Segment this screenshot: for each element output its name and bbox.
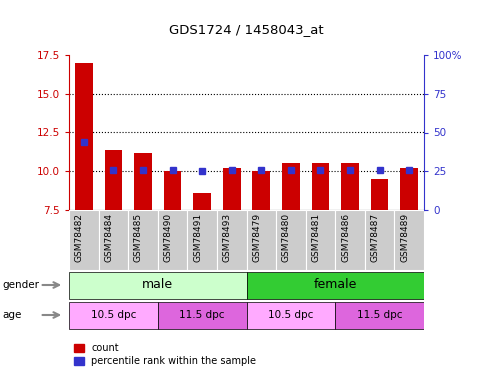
Bar <box>158 302 246 328</box>
Text: GSM78487: GSM78487 <box>371 213 380 262</box>
Bar <box>69 272 246 298</box>
Text: 11.5 dpc: 11.5 dpc <box>179 310 225 320</box>
Bar <box>75 63 93 210</box>
Bar <box>128 210 158 270</box>
Bar <box>252 171 270 210</box>
Bar <box>365 210 394 270</box>
Bar <box>335 302 424 328</box>
Text: 10.5 dpc: 10.5 dpc <box>268 310 314 320</box>
Text: GSM78493: GSM78493 <box>223 213 232 262</box>
Bar <box>394 210 424 270</box>
Bar <box>312 164 329 210</box>
Text: GSM78491: GSM78491 <box>193 213 202 262</box>
Bar <box>187 210 217 270</box>
Text: GSM78489: GSM78489 <box>400 213 409 262</box>
Bar <box>69 302 158 328</box>
Bar <box>335 210 365 270</box>
Bar <box>246 210 276 270</box>
Bar <box>217 210 246 270</box>
Bar <box>341 164 359 210</box>
Text: GSM78482: GSM78482 <box>75 213 84 262</box>
Bar <box>400 168 418 210</box>
Text: male: male <box>142 279 174 291</box>
Bar <box>134 153 152 210</box>
Text: gender: gender <box>2 280 39 290</box>
Bar <box>193 193 211 210</box>
Legend: count, percentile rank within the sample: count, percentile rank within the sample <box>74 344 256 366</box>
Bar <box>371 179 388 210</box>
Text: GDS1724 / 1458043_at: GDS1724 / 1458043_at <box>169 23 324 36</box>
Bar <box>276 210 306 270</box>
Text: GSM78485: GSM78485 <box>134 213 143 262</box>
Text: GSM78479: GSM78479 <box>252 213 261 262</box>
Bar <box>105 150 122 210</box>
Text: GSM78486: GSM78486 <box>341 213 350 262</box>
Text: female: female <box>314 279 357 291</box>
Bar <box>246 272 424 298</box>
Bar <box>246 302 335 328</box>
Bar <box>158 210 187 270</box>
Bar <box>306 210 335 270</box>
Bar <box>164 171 181 210</box>
Text: GSM78490: GSM78490 <box>164 213 173 262</box>
Bar <box>223 168 241 210</box>
Text: age: age <box>2 310 22 320</box>
Text: 10.5 dpc: 10.5 dpc <box>91 310 136 320</box>
Text: GSM78480: GSM78480 <box>282 213 291 262</box>
Bar <box>282 164 300 210</box>
Text: 11.5 dpc: 11.5 dpc <box>357 310 402 320</box>
Bar <box>99 210 128 270</box>
Bar <box>69 210 99 270</box>
Text: GSM78481: GSM78481 <box>312 213 320 262</box>
Text: GSM78484: GSM78484 <box>105 213 113 262</box>
